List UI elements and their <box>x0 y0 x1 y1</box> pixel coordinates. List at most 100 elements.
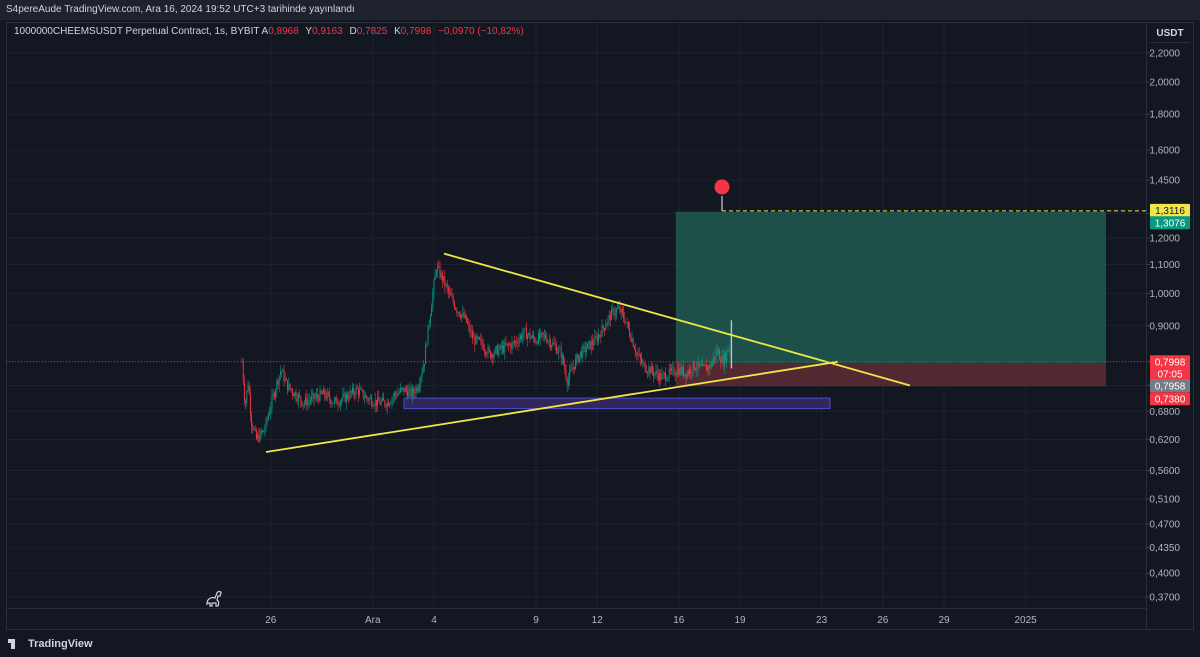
candle-body <box>708 366 710 369</box>
candle-body <box>368 398 370 401</box>
open-label: A <box>261 26 269 37</box>
price-label-text: 0,7998 <box>1155 357 1186 368</box>
candle-body <box>705 365 707 371</box>
candle-body <box>679 367 681 375</box>
candle-body <box>591 341 593 345</box>
candle-body <box>452 296 454 303</box>
candle-body <box>407 391 409 397</box>
candle-body <box>453 302 455 309</box>
candle-body <box>529 332 531 339</box>
candle-body <box>363 397 365 399</box>
candle-body <box>283 370 285 382</box>
candle-body <box>371 397 373 406</box>
candle-body <box>647 372 649 374</box>
candle-body <box>618 306 620 309</box>
candle-body <box>644 363 646 372</box>
candle-body <box>527 335 529 340</box>
candle-body <box>519 335 521 340</box>
candle-body <box>386 402 388 408</box>
candle-body <box>332 403 334 405</box>
candle-body <box>675 374 677 376</box>
tradingview-logo[interactable]: TradingView <box>8 638 93 650</box>
candle-body <box>480 339 482 340</box>
candle-body <box>615 309 617 314</box>
candle-body <box>372 405 374 407</box>
candle-body <box>505 342 507 345</box>
candle-body <box>685 373 687 379</box>
y-tick-label: 2,2000 <box>1149 49 1180 60</box>
candle-body <box>348 398 350 400</box>
candle-body <box>335 397 337 400</box>
candle-body <box>497 346 499 356</box>
candle-body <box>333 399 335 404</box>
y-tick-label: 1,2000 <box>1149 233 1180 244</box>
candle-body <box>511 341 513 349</box>
candle-body <box>699 365 701 366</box>
candle-body <box>439 266 441 278</box>
time-axis-divider <box>6 608 1146 609</box>
candle-body <box>468 323 470 326</box>
candle-body <box>337 404 339 406</box>
candle-body <box>482 344 484 350</box>
candle-body <box>509 344 511 346</box>
candle-body <box>594 336 596 345</box>
candle-body <box>341 399 343 402</box>
candle-body <box>263 430 265 432</box>
dino-icon[interactable] <box>204 588 226 608</box>
candle-body <box>475 335 477 345</box>
candle-body <box>354 393 356 395</box>
candle-body <box>546 338 548 343</box>
currency-unit-label[interactable]: USDT <box>1150 26 1190 43</box>
candle-body <box>392 396 394 399</box>
candle-body <box>398 391 400 393</box>
candle-body <box>300 396 302 402</box>
y-tick-label: 0,4000 <box>1149 569 1180 580</box>
candle-body <box>554 344 556 346</box>
candle-body <box>357 388 359 395</box>
candle-body <box>389 403 391 406</box>
price-label-bg <box>1150 355 1190 369</box>
candle-body <box>384 400 386 406</box>
candle-body <box>313 393 315 399</box>
candle-body <box>443 276 445 281</box>
support-zone <box>403 397 831 410</box>
candle-body <box>243 381 245 401</box>
candle-body <box>467 322 469 324</box>
y-tick-label: 0,3700 <box>1149 593 1180 604</box>
candle-body <box>246 390 248 404</box>
candle-body <box>534 338 536 343</box>
candle-body <box>703 364 705 366</box>
candle-body <box>282 370 284 372</box>
candle-body <box>431 306 433 317</box>
candle-body <box>612 308 614 310</box>
candle-body <box>273 393 275 398</box>
candle-body <box>351 387 353 393</box>
candle-body <box>590 341 592 350</box>
candle-body <box>541 332 543 334</box>
candle-body <box>648 367 650 373</box>
candle-body <box>420 377 422 385</box>
candle-body <box>317 394 319 398</box>
y-tick-label: 1,0000 <box>1149 289 1180 300</box>
candle-body <box>477 337 479 339</box>
candle-body <box>464 314 466 318</box>
candle-body <box>531 335 533 338</box>
candle-body <box>619 306 621 313</box>
candle-body <box>536 341 538 344</box>
y-tick-label: 0,9000 <box>1149 321 1180 332</box>
candle-body <box>462 312 464 315</box>
candle-body <box>360 389 362 390</box>
candle-body <box>660 372 662 380</box>
candle-body <box>726 350 728 361</box>
low-label: D <box>349 26 357 37</box>
candle-body <box>434 274 436 280</box>
candle-body <box>507 343 509 345</box>
candle-body <box>446 284 448 288</box>
candle-body <box>254 428 256 431</box>
candle-body <box>247 385 249 391</box>
y-tick-label: 1,1000 <box>1149 260 1180 271</box>
candle-body <box>432 292 434 307</box>
candle-body <box>325 395 327 399</box>
candle-body <box>361 389 363 390</box>
